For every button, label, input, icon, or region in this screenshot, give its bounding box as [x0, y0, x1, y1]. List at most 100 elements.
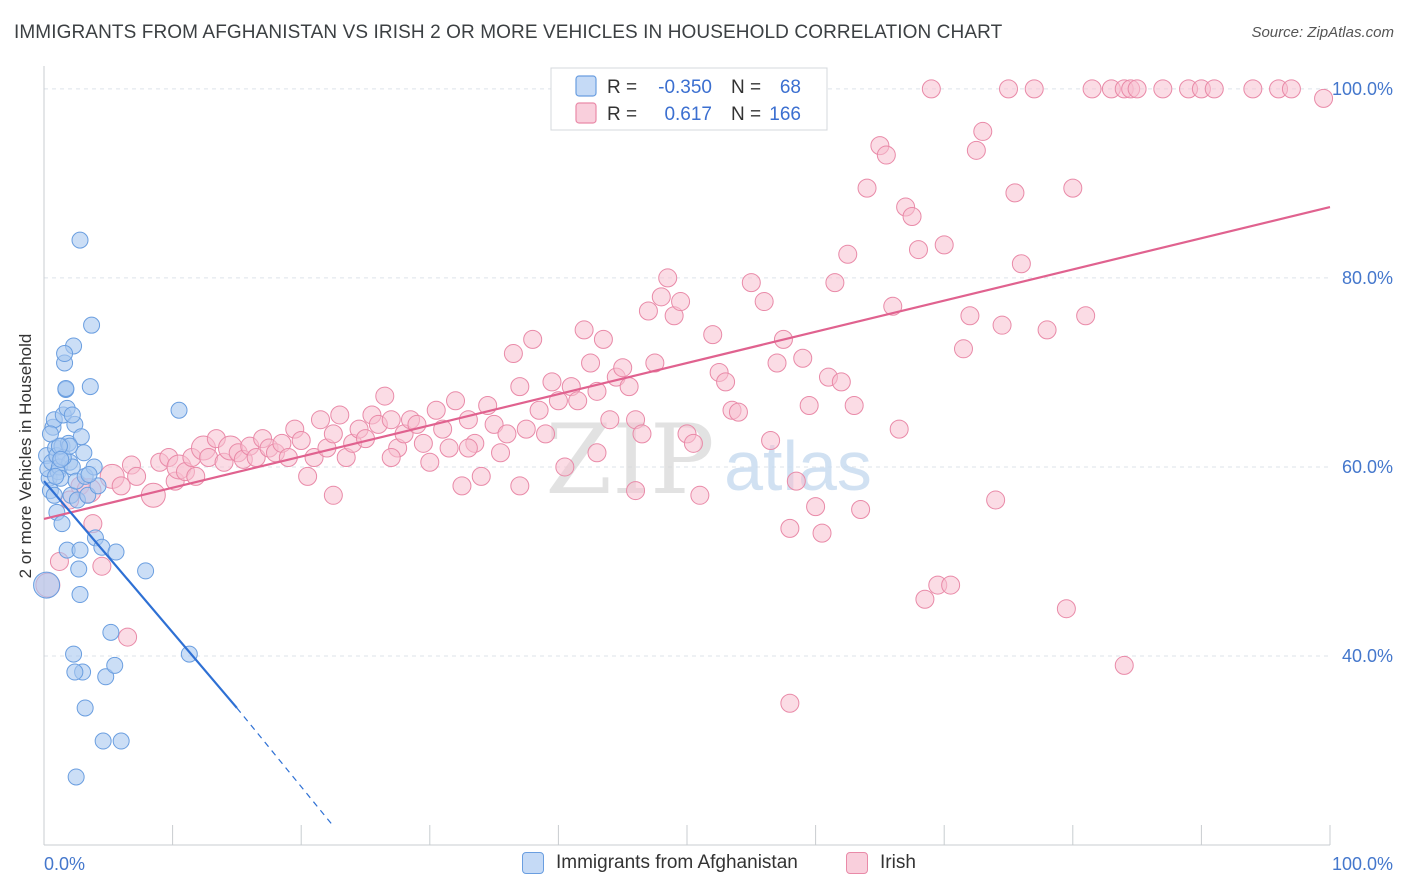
point-irish-48: [375, 386, 395, 406]
point-irish-66: [491, 443, 511, 463]
point-irish-145: [1063, 178, 1083, 198]
point-irish-123: [883, 296, 903, 316]
y-tick-label-2: 80.0%: [1342, 268, 1393, 288]
point-irish-36: [298, 466, 318, 486]
legend-n-label-1: N =: [731, 77, 761, 98]
point-irish-164: [381, 448, 401, 467]
point-irish-135: [966, 140, 986, 160]
point-irish-159: [1314, 88, 1334, 108]
point-afghanistan-41: [106, 656, 124, 674]
point-irish-89: [638, 301, 658, 321]
point-irish-38: [310, 410, 330, 430]
point-irish-86: [619, 377, 639, 397]
point-irish-142: [1024, 79, 1044, 99]
point-afghanistan-67: [41, 425, 59, 443]
point-irish-146: [1076, 306, 1096, 326]
point-irish-118: [844, 396, 864, 416]
point-irish-11: [127, 466, 147, 486]
legend-swatch-afghanistan: [522, 852, 544, 874]
point-afghanistan-51: [70, 560, 88, 578]
legend-item-irish[interactable]: Irish: [846, 852, 916, 874]
point-afghanistan-44: [94, 732, 112, 750]
point-irish-155: [1204, 79, 1224, 99]
point-irish-72: [529, 400, 549, 420]
point-irish-73: [536, 424, 556, 444]
point-irish-134: [960, 306, 980, 326]
point-irish-6: [92, 556, 112, 576]
legend-n-value-1: 68: [780, 77, 801, 98]
trend-line-irish: [43, 205, 1331, 521]
trend-lines: [43, 205, 1331, 827]
point-irish-133: [953, 339, 973, 359]
point-afghanistan-46: [76, 699, 94, 717]
point-irish-79: [574, 320, 594, 340]
point-irish-117: [838, 244, 858, 264]
point-afghanistan-63: [63, 406, 81, 424]
legend-swatch-pink: [575, 102, 597, 124]
point-irish-110: [793, 348, 813, 368]
point-irish-112: [806, 497, 826, 517]
legend-r-value-2: 0.617: [664, 104, 712, 125]
irish-points: [35, 79, 1334, 713]
point-irish-49: [381, 410, 401, 430]
point-irish-127: [908, 240, 928, 260]
point-afghanistan-43: [112, 732, 130, 750]
point-irish-60: [452, 476, 472, 496]
point-afghanistan-53: [71, 541, 89, 559]
chart-title: IMMIGRANTS FROM AFGHANISTAN VS IRISH 2 O…: [14, 22, 1003, 43]
point-irish-141: [1011, 254, 1031, 274]
series-legend: Immigrants from Afghanistan Irish: [0, 852, 1406, 878]
point-afghanistan-48: [66, 663, 84, 681]
point-irish-113: [812, 523, 832, 543]
point-irish-102: [728, 402, 748, 422]
tick-labels: 40.0% 60.0% 80.0% 100.0% 0.0% 100.0%: [44, 79, 1393, 874]
x-tick-label-min: 0.0%: [44, 854, 85, 874]
point-afghanistan-42: [107, 543, 125, 561]
y-tick-label-0: 40.0%: [1342, 646, 1393, 666]
point-irish-122: [876, 145, 896, 165]
point-irish-124: [889, 419, 909, 439]
point-irish-158: [1281, 79, 1301, 99]
point-irish-70: [516, 419, 536, 439]
point-irish-41: [330, 405, 350, 425]
point-irish-80: [581, 353, 601, 373]
point-irish-71: [523, 329, 543, 349]
point-irish-96: [683, 433, 703, 453]
legend-r-label-1: R =: [607, 77, 637, 98]
y-tick-label-1: 60.0%: [1342, 457, 1393, 477]
x-tick-label-max: 100.0%: [1332, 854, 1393, 874]
point-irish-58: [439, 438, 459, 458]
point-irish-131: [934, 235, 954, 255]
point-afghanistan-59: [57, 380, 75, 398]
point-afghanistan-62: [56, 345, 74, 363]
point-irish-59: [446, 391, 466, 411]
legend-label-irish: Irish: [880, 852, 916, 873]
point-irish-76: [555, 457, 575, 477]
point-irish-92: [658, 268, 678, 288]
point-irish-9: [111, 476, 131, 496]
point-irish-94: [671, 292, 691, 312]
point-irish-162: [587, 443, 607, 463]
point-irish-167: [626, 481, 646, 501]
point-afghanistan-37: [89, 477, 107, 495]
point-irish-69: [510, 377, 530, 397]
point-afghanistan-40: [102, 623, 120, 641]
point-afghanistan-64: [52, 450, 70, 468]
trend-line-afghanistan-extension: [236, 707, 334, 827]
point-irish-97: [690, 485, 710, 505]
point-afghanistan-34: [83, 316, 101, 334]
legend-label-afghanistan: Immigrants from Afghanistan: [556, 852, 798, 873]
point-irish-129: [921, 79, 941, 99]
legend-item-afghanistan[interactable]: Immigrants from Afghanistan: [522, 852, 798, 874]
point-irish-161: [780, 693, 800, 713]
point-afghanistan-5: [33, 571, 61, 599]
point-afghanistan-49: [65, 645, 83, 663]
point-irish-35: [291, 430, 311, 450]
point-irish-55: [420, 452, 440, 472]
point-irish-100: [716, 372, 736, 392]
point-afghanistan-66: [80, 466, 98, 484]
point-afghanistan-33: [81, 378, 99, 396]
legend-swatch-blue: [575, 75, 597, 97]
point-irish-120: [857, 178, 877, 198]
